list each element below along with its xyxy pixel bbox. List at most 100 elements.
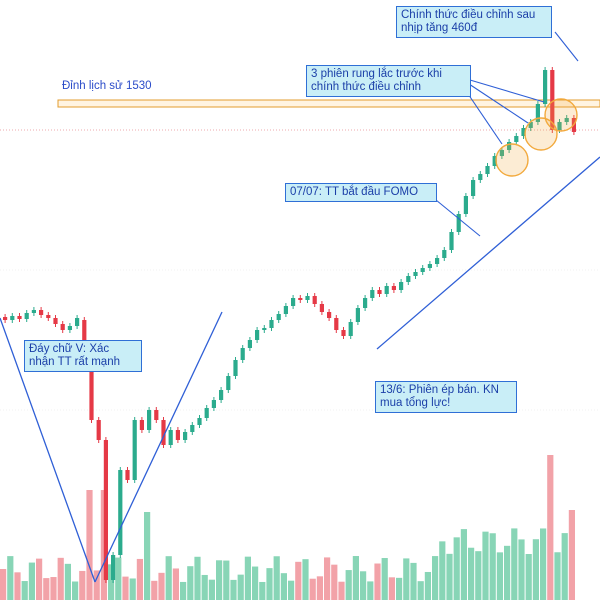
note-shakeout: 3 phiên rung lắc trước khi chính thức đi…: [306, 65, 471, 97]
volume-bar: [208, 579, 215, 600]
volume-bar: [403, 558, 410, 600]
volume-bar: [496, 552, 503, 600]
ath-label: Đỉnh lịch sử 1530: [62, 80, 152, 92]
shakeout-circle-1: [495, 143, 529, 177]
arrow-fomo: [435, 199, 481, 237]
candle: [96, 420, 101, 440]
candle: [240, 348, 245, 360]
volume-bar: [72, 581, 79, 600]
candle: [492, 156, 497, 166]
candle: [31, 310, 36, 313]
volume-bar: [21, 581, 28, 600]
volume-bar: [14, 572, 21, 600]
volume-bar: [338, 581, 345, 600]
candle: [60, 324, 65, 330]
volume-bar: [7, 556, 14, 600]
candle: [219, 390, 224, 400]
volume-bar: [136, 558, 143, 600]
candle: [528, 122, 533, 128]
volume-bar: [288, 580, 295, 600]
arrow-correction: [554, 31, 579, 62]
volume-bar: [568, 510, 575, 600]
volume-bar: [561, 533, 568, 600]
candle: [247, 340, 252, 348]
volume-bar: [259, 581, 266, 600]
candle: [478, 174, 483, 180]
volume-bar: [223, 560, 230, 600]
candle: [427, 264, 432, 268]
volume-bar: [122, 576, 129, 600]
volume-bar: [237, 574, 244, 600]
volume-bars: [0, 455, 575, 600]
volume-bar: [273, 556, 280, 600]
volume-bar: [410, 562, 417, 600]
volume-bar: [216, 560, 223, 600]
volume-bar: [316, 576, 323, 600]
candle: [10, 316, 15, 320]
volume-bar: [331, 564, 338, 600]
candle: [132, 420, 137, 480]
volume-bar: [396, 577, 403, 600]
candle: [204, 408, 209, 418]
candle: [53, 318, 58, 324]
candle: [550, 70, 555, 130]
candle: [521, 128, 526, 136]
candle: [391, 286, 396, 290]
candle: [557, 122, 562, 130]
candle: [463, 196, 468, 214]
volume-bar: [468, 547, 475, 600]
candle: [190, 425, 195, 432]
volume-bar: [540, 528, 547, 600]
volume-bar: [547, 455, 554, 600]
note-correction: Chính thức điều chỉnh sau nhịp tăng 460đ: [396, 6, 552, 38]
volume-bar: [0, 569, 7, 600]
candle: [420, 268, 425, 272]
candle: [298, 298, 303, 300]
candle: [262, 328, 267, 330]
candle: [471, 180, 476, 196]
volume-bar: [460, 529, 467, 600]
candle: [355, 308, 360, 322]
candle: [319, 304, 324, 312]
candle: [377, 290, 382, 294]
volume-bar: [439, 541, 446, 600]
volume-bar: [230, 579, 237, 600]
candle: [370, 290, 375, 298]
trendline-down: [0, 317, 96, 583]
volume-bar: [79, 570, 86, 600]
volume-bar: [172, 568, 179, 600]
candle: [82, 320, 87, 345]
volume-bar: [511, 528, 518, 600]
candle: [226, 376, 231, 390]
candle: [89, 345, 94, 420]
candle: [161, 420, 166, 445]
candle: [499, 150, 504, 156]
candle: [399, 282, 404, 290]
candle: [327, 312, 332, 318]
volume-bar: [504, 545, 511, 600]
candle: [334, 318, 339, 330]
trend-lines: [0, 156, 600, 583]
candle: [514, 136, 519, 142]
volume-bar: [165, 556, 172, 600]
volume-bar: [525, 553, 532, 600]
candle: [363, 298, 368, 308]
candle: [3, 317, 8, 320]
volume-bar: [295, 561, 302, 600]
shakeout-circle-3: [544, 98, 578, 132]
trendline-support: [376, 156, 600, 350]
volume-bar: [417, 581, 424, 600]
candle: [111, 555, 116, 580]
candle: [406, 276, 411, 282]
candle: [175, 430, 180, 440]
note-v-shape: Đáy chữ V: Xác nhận TT rất mạnh: [24, 340, 142, 372]
volume-bar: [324, 557, 331, 600]
candle: [67, 326, 72, 330]
volume-bar: [93, 570, 100, 600]
candle: [485, 166, 490, 174]
candle: [197, 418, 202, 425]
volume-bar: [309, 578, 316, 600]
volume-bar: [453, 537, 460, 600]
candle: [435, 258, 440, 264]
candle: [139, 420, 144, 430]
